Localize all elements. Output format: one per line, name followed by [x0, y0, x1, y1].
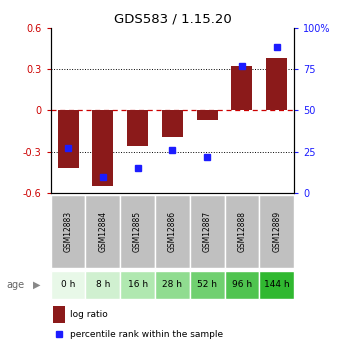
Title: GDS583 / 1.15.20: GDS583 / 1.15.20 — [114, 12, 231, 25]
Bar — [127, 110, 148, 146]
Bar — [120, 270, 155, 298]
Bar — [120, 195, 155, 268]
Bar — [190, 195, 224, 268]
Bar — [232, 66, 252, 110]
Text: 96 h: 96 h — [232, 280, 252, 289]
Text: age: age — [7, 280, 25, 289]
Bar — [155, 195, 190, 268]
Bar — [92, 110, 113, 186]
Bar — [224, 195, 259, 268]
Bar — [51, 195, 86, 268]
Text: 52 h: 52 h — [197, 280, 217, 289]
Bar — [224, 270, 259, 298]
Text: GSM12883: GSM12883 — [64, 210, 73, 252]
Text: 8 h: 8 h — [96, 280, 110, 289]
Text: GSM12884: GSM12884 — [98, 210, 107, 252]
Text: 16 h: 16 h — [127, 280, 148, 289]
Bar — [190, 270, 224, 298]
Bar — [266, 58, 287, 110]
Text: GSM12885: GSM12885 — [133, 210, 142, 252]
Text: 0 h: 0 h — [61, 280, 75, 289]
Bar — [259, 195, 294, 268]
Bar — [86, 195, 120, 268]
Bar — [86, 270, 120, 298]
Text: GSM12886: GSM12886 — [168, 210, 177, 252]
Bar — [162, 110, 183, 137]
Bar — [53, 306, 65, 323]
Text: GSM12887: GSM12887 — [203, 210, 212, 252]
Bar — [197, 110, 218, 120]
Bar — [155, 270, 190, 298]
Bar — [259, 270, 294, 298]
Text: GSM12888: GSM12888 — [237, 211, 246, 252]
Text: GSM12889: GSM12889 — [272, 210, 281, 252]
Text: 28 h: 28 h — [162, 280, 183, 289]
Text: ▶: ▶ — [33, 280, 41, 289]
Text: log ratio: log ratio — [70, 310, 108, 319]
Text: 144 h: 144 h — [264, 280, 289, 289]
Bar — [58, 110, 78, 168]
Bar — [51, 270, 86, 298]
Text: percentile rank within the sample: percentile rank within the sample — [70, 330, 223, 339]
